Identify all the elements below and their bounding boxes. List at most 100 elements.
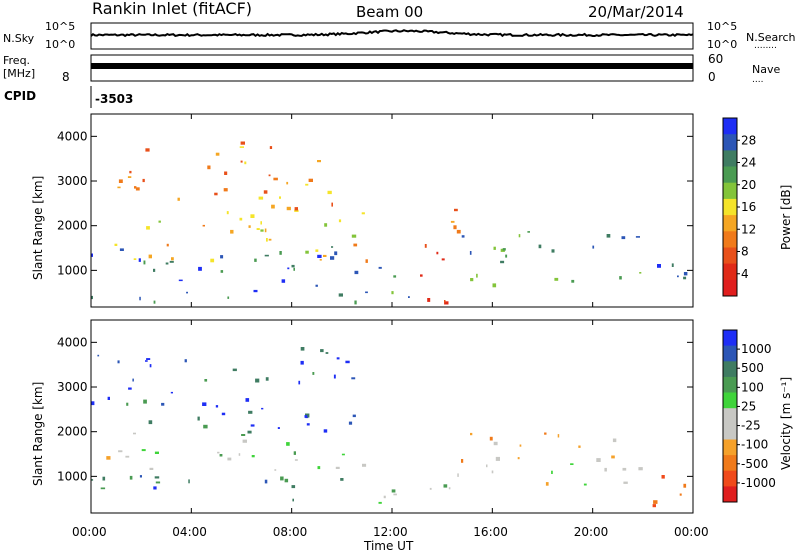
colorbar-segment (723, 392, 737, 409)
noise-left-tick-low: 10^0 (45, 38, 75, 51)
data-cell (300, 360, 304, 365)
data-cell (264, 228, 267, 233)
data-cell (153, 300, 156, 304)
data-cell (611, 455, 615, 459)
noise-left-label: N.Sky (3, 32, 35, 45)
data-cell (118, 450, 123, 453)
data-cell (338, 219, 342, 223)
data-cell (223, 188, 228, 192)
data-cell (129, 475, 133, 480)
freq-left-tick: 8 (62, 70, 70, 84)
data-cell (238, 453, 241, 456)
data-cell (444, 301, 449, 305)
data-cell (365, 259, 368, 263)
data-cell (335, 466, 340, 469)
data-cell (125, 455, 130, 458)
data-cell (161, 402, 165, 406)
data-cell (214, 192, 218, 196)
data-cell (220, 270, 224, 273)
station-title: Rankin Inlet (fitACF) (92, 0, 252, 18)
data-cell (127, 176, 132, 178)
data-cell (331, 202, 333, 207)
noise-trace (90, 29, 694, 38)
data-cell (203, 424, 208, 429)
colorbar-segment (723, 345, 737, 362)
data-cell (118, 179, 123, 183)
cpid-value: -3503 (95, 92, 133, 106)
data-cell (224, 171, 228, 175)
data-cell (619, 276, 622, 280)
data-cell (317, 160, 321, 163)
power-y-axis-label: Slant Range [km] (31, 176, 45, 280)
data-cell (294, 209, 299, 212)
power-colorbar-label: Power [dB] (779, 185, 793, 250)
data-cell (495, 456, 500, 461)
colorbar-segment (723, 361, 737, 378)
colorbar-segment (723, 263, 737, 281)
data-cell (260, 229, 264, 232)
data-cell (197, 416, 200, 421)
data-cell (305, 183, 309, 186)
data-cell (242, 439, 247, 443)
colorbar-segment (723, 376, 737, 393)
nave-label: Nave (752, 63, 780, 76)
x-tick-label: 00:00 (72, 525, 107, 539)
data-cell (635, 236, 640, 238)
colorbar-tick-label: 500 (741, 361, 764, 375)
data-cell (91, 401, 95, 406)
data-cell (240, 160, 243, 163)
data-cell (274, 469, 277, 471)
data-cell (345, 360, 350, 364)
colorbar-segment (723, 486, 737, 503)
colorbar-tick-label: 100 (741, 380, 764, 394)
nave-dots: .... (752, 75, 763, 85)
data-cell (186, 291, 188, 294)
x-axis-label: Time UT (363, 539, 414, 553)
data-cell (198, 266, 202, 271)
data-cell (391, 291, 394, 295)
data-cell (230, 229, 234, 234)
noise-right-label: N.Search (746, 31, 796, 44)
x-tick-label: 00:00 (674, 525, 709, 539)
data-cell (378, 501, 382, 504)
data-cell (450, 220, 455, 223)
data-cell (166, 243, 169, 247)
colorbar-tick-label: -1000 (741, 476, 776, 490)
data-cell (268, 174, 271, 177)
data-cell (383, 495, 386, 499)
data-cell (623, 481, 628, 484)
data-cell (538, 244, 542, 249)
data-cell (227, 457, 232, 461)
data-cell (679, 493, 682, 496)
data-cell (100, 487, 106, 490)
data-cell (492, 283, 497, 288)
data-cell (141, 449, 146, 452)
data-cell (143, 399, 147, 404)
data-cell (240, 141, 245, 145)
data-cell (470, 432, 473, 436)
data-cell (217, 451, 220, 454)
data-cell (153, 486, 157, 490)
data-cell (281, 279, 286, 283)
data-cell (330, 256, 335, 260)
power-panel-frame (90, 113, 694, 308)
colorbar-tick-label: 16 (741, 200, 756, 214)
noise-left-tick-high: 10^5 (45, 20, 75, 33)
colorbar-tick-label: 28 (741, 133, 756, 147)
data-cell (239, 146, 244, 148)
data-cell (178, 279, 183, 282)
colorbar-tick-label: 8 (741, 245, 749, 259)
data-cell (315, 249, 319, 252)
y-tick-label: 4000 (57, 335, 88, 349)
data-cell (315, 284, 318, 287)
velocity-colorbar-label: Velocity [m s⁻¹] (779, 377, 793, 470)
data-cell (106, 456, 111, 460)
data-cell (258, 196, 264, 200)
data-cell (592, 245, 595, 249)
y-tick-label: 2000 (57, 219, 88, 233)
data-cell (300, 347, 305, 351)
data-cell (254, 258, 257, 262)
data-cell (279, 196, 281, 199)
data-cell (158, 220, 161, 223)
freq-unit-label: [MHz] (3, 67, 35, 80)
